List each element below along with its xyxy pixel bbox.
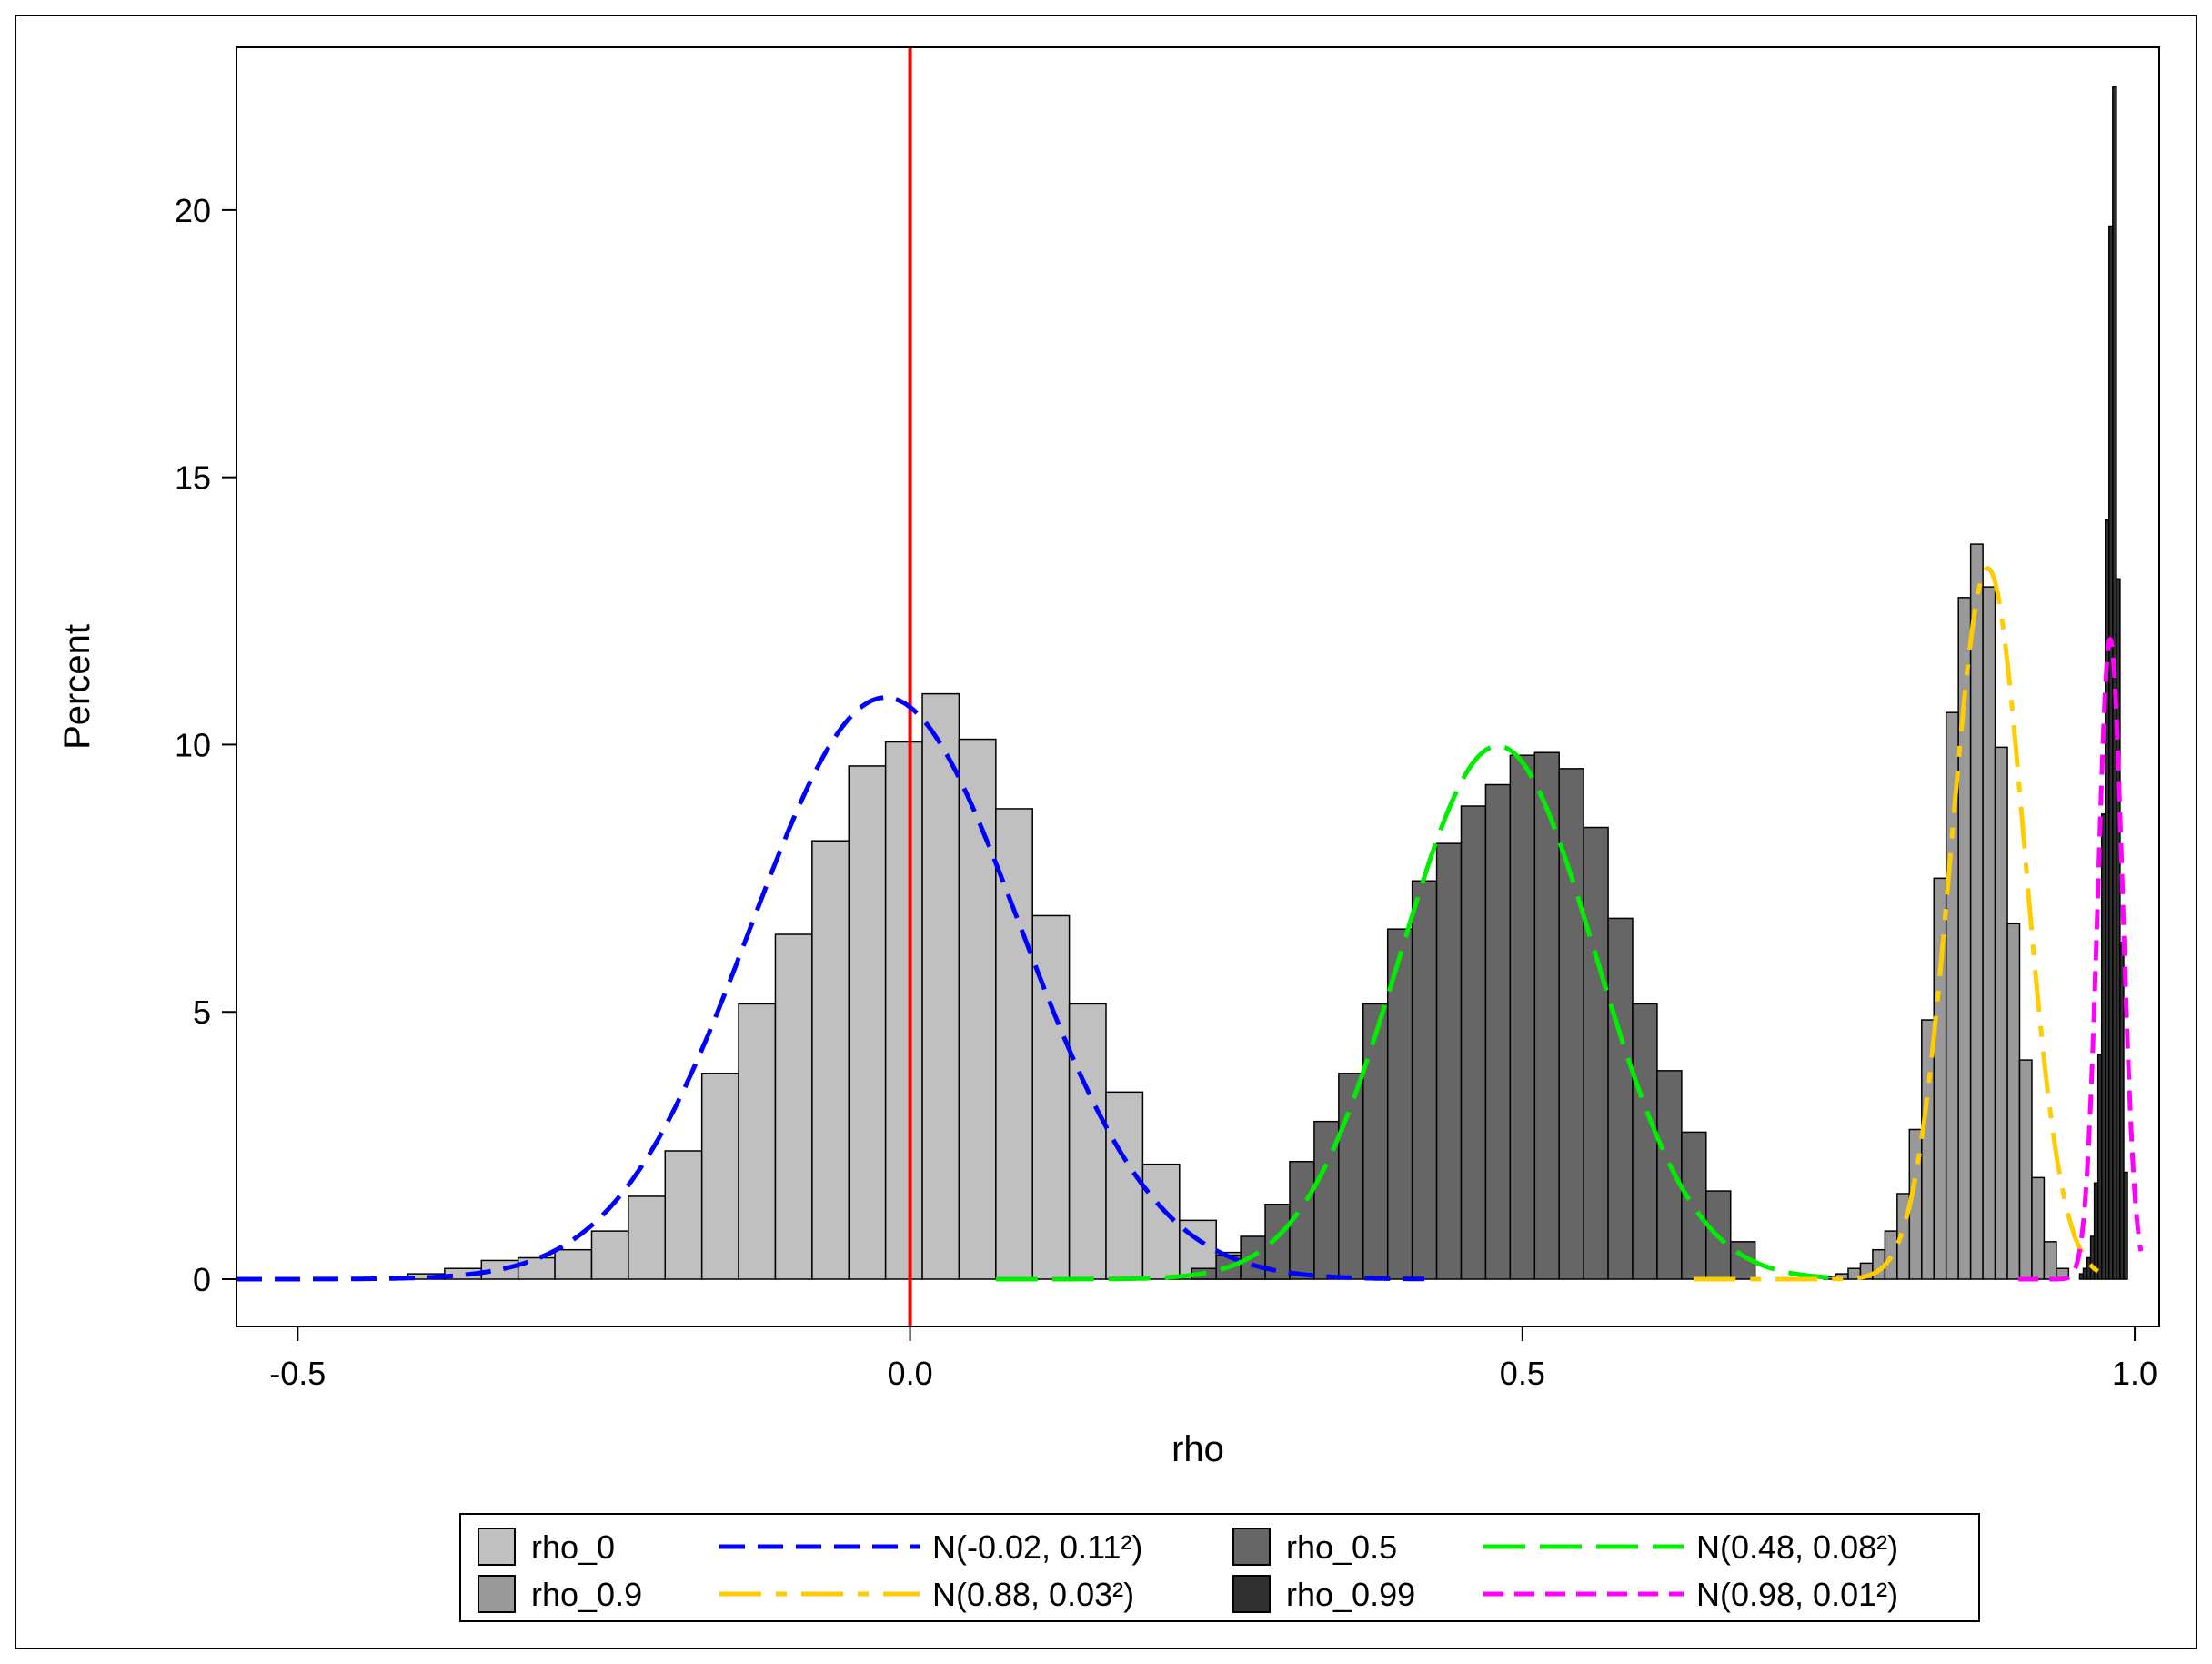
y-tick-label: 0 (193, 1261, 211, 1298)
histogram-bar (1982, 586, 1996, 1280)
y-tick-label: 20 (175, 192, 211, 229)
legend-item: N(-0.02, 0.11²) (719, 1528, 1142, 1566)
figure-border (15, 15, 2197, 1649)
histogram-rho-0-99 (2078, 86, 2128, 1280)
legend-label: N(0.48, 0.08²) (1696, 1528, 1898, 1566)
histogram-bar (1969, 543, 1984, 1280)
legend-item: rho_0.99 (1232, 1575, 1415, 1613)
histogram-bar (517, 1256, 556, 1280)
legend-item: rho_0 (478, 1528, 615, 1566)
x-tick-label: 1.0 (2112, 1355, 2157, 1392)
histogram-bar (628, 1195, 667, 1280)
y-tick-label: 15 (175, 459, 211, 497)
legend-item: N(0.88, 0.03²) (719, 1576, 1134, 1613)
histogram-bar (921, 692, 960, 1280)
histogram-bar (1921, 1019, 1935, 1280)
plot-area (236, 46, 2160, 1327)
legend-label: rho_0.9 (531, 1576, 642, 1613)
x-tick-label: -0.5 (269, 1355, 326, 1392)
legend-label: N(-0.02, 0.11²) (932, 1528, 1142, 1566)
normal-curve-N-0-98-0-01- (2018, 636, 2144, 1282)
x-axis-label: rho (1171, 1429, 1224, 1469)
normal-curve-N-0-02-0-11- (236, 695, 1425, 1282)
histogram-bar (1338, 1073, 1364, 1280)
histogram-bar (2018, 1059, 2033, 1280)
legend-box (459, 1513, 1980, 1622)
y-axis-label: Percent (57, 624, 97, 750)
histogram-bar (1583, 826, 1609, 1280)
y-tick-label: 10 (175, 726, 211, 763)
y-tick-label: 5 (193, 993, 211, 1031)
legend-swatch (478, 1528, 516, 1566)
histogram-bar (1533, 751, 1560, 1280)
histogram-bar (1681, 1131, 1707, 1280)
legend-label: rho_0 (531, 1528, 615, 1566)
histogram-bar (774, 933, 813, 1280)
legend-item: N(0.98, 0.01²) (1483, 1576, 1898, 1613)
histogram-bar (738, 1003, 777, 1280)
histogram-bar (1411, 880, 1438, 1280)
histogram-bar (811, 840, 850, 1280)
chart-svg: -0.5 0.0 0.5 1.0 0 5 10 15 20 rho Percent rho_0 N… (15, 15, 2197, 1649)
legend-item: N(0.48, 0.08²) (1483, 1528, 1898, 1566)
histogram-bar (1460, 805, 1487, 1280)
legend: rho_0 N(-0.02, 0.11²) rho_0.5 N(0.48, 0.08²… (459, 1513, 1980, 1622)
histogram-bar (2123, 1171, 2128, 1280)
histogram-bar (1105, 1091, 1144, 1280)
x-tick-label: 0.5 (1500, 1355, 1545, 1392)
legend-label: rho_0.99 (1286, 1576, 1415, 1613)
histogram-bar (590, 1230, 629, 1280)
histogram-bar (1509, 754, 1536, 1280)
normal-curve-N-0-48-0-08- (995, 743, 1829, 1282)
histogram-bar (1435, 842, 1463, 1280)
legend-label: rho_0.5 (1286, 1528, 1397, 1566)
histogram-bar (2116, 578, 2121, 1280)
histogram-bar (664, 1150, 703, 1280)
histogram-bar (1141, 1163, 1181, 1280)
legend-item: rho_0.5 (1232, 1528, 1397, 1566)
histogram-rho-0 (407, 692, 1291, 1280)
histogram-bar (1884, 1230, 1898, 1280)
chart-figure: -0.5 0.0 0.5 1.0 0 5 10 15 20 rho Percent rho_0 N… (15, 15, 2197, 1649)
histogram-bar (958, 738, 997, 1280)
histogram-bar (2043, 1241, 2057, 1280)
legend-label: N(0.98, 0.01²) (1696, 1576, 1898, 1613)
histogram-bar (554, 1248, 593, 1280)
histogram-bar (1607, 917, 1634, 1280)
legend-swatch (1232, 1575, 1271, 1613)
histogram-bar (2031, 1176, 2046, 1280)
x-tick-label: 0.0 (888, 1355, 933, 1392)
legend-swatch (478, 1575, 516, 1613)
histogram-bar (848, 765, 887, 1280)
histogram-bar (2006, 923, 2021, 1280)
legend-label: N(0.88, 0.03²) (932, 1576, 1134, 1613)
histogram-rho-0-5 (1191, 751, 1756, 1280)
histogram-bar (1068, 1003, 1107, 1280)
axes: -0.5 0.0 0.5 1.0 0 5 10 15 20 (175, 192, 2157, 1392)
histogram-bar (1632, 1003, 1658, 1280)
histogram-bar (1362, 1003, 1389, 1280)
histogram-bar (1994, 746, 2008, 1280)
normal-curve-N-0-88-0-03- (1694, 566, 2100, 1282)
legend-item: rho_0.9 (478, 1575, 642, 1613)
histogram-bar (1484, 783, 1512, 1280)
histogram-bar (884, 741, 923, 1280)
histogram-bar (1656, 1070, 1683, 1280)
legend-swatch (1232, 1528, 1271, 1566)
histogram-bar (700, 1073, 739, 1280)
